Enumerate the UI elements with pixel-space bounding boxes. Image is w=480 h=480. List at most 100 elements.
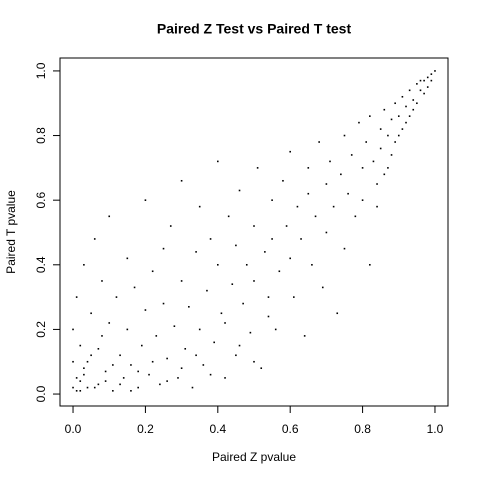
point [115, 296, 118, 298]
point [408, 115, 411, 117]
point [130, 364, 132, 366]
point [271, 199, 273, 201]
plot-box [59, 57, 449, 407]
point [434, 70, 436, 72]
point [137, 370, 139, 373]
point [79, 380, 82, 382]
point [361, 199, 364, 201]
point [271, 238, 273, 240]
x-tick-label: 0.8 [354, 422, 371, 436]
point [126, 257, 129, 260]
point [314, 215, 317, 218]
point [238, 189, 241, 192]
point [419, 79, 422, 82]
point [119, 383, 121, 386]
point [195, 354, 197, 357]
point [75, 296, 78, 298]
point [104, 380, 107, 382]
point [278, 270, 281, 273]
point [426, 86, 429, 88]
point [83, 367, 85, 369]
point [274, 328, 277, 331]
point [390, 118, 393, 121]
point [180, 179, 183, 182]
point [249, 331, 252, 334]
point [151, 360, 154, 363]
point [159, 383, 161, 386]
point [394, 102, 396, 105]
point [75, 377, 78, 379]
point [401, 128, 404, 130]
point [369, 263, 371, 266]
x-tick-label: 1.0 [427, 422, 444, 436]
point [282, 179, 284, 182]
point [307, 167, 310, 169]
chart-title: Paired Z Test vs Paired T test [157, 21, 352, 37]
point [72, 360, 74, 363]
x-tick-label: 0.6 [282, 422, 299, 436]
point [90, 312, 92, 315]
point [419, 89, 422, 92]
point [119, 354, 121, 357]
point [369, 115, 371, 117]
point [112, 364, 114, 366]
point [122, 377, 125, 379]
point [169, 225, 172, 227]
point [325, 231, 328, 234]
point [220, 312, 223, 315]
point [412, 108, 415, 111]
point [180, 280, 183, 282]
point [155, 335, 158, 337]
point [166, 357, 168, 360]
point [235, 244, 237, 247]
point [405, 121, 407, 124]
point [361, 167, 364, 169]
point [137, 386, 139, 389]
point [296, 205, 299, 208]
point [423, 92, 425, 95]
point [83, 263, 85, 266]
y-tick-label: 1.0 [34, 62, 48, 79]
point [108, 322, 111, 324]
point [285, 225, 288, 227]
point [198, 328, 201, 331]
point [224, 377, 226, 379]
point [177, 377, 179, 379]
point [416, 102, 418, 105]
point [238, 344, 241, 347]
point [311, 263, 313, 266]
point [209, 373, 212, 376]
point [332, 205, 335, 208]
point [97, 348, 100, 350]
point [93, 386, 96, 389]
point [390, 154, 393, 156]
point [343, 134, 346, 137]
point [412, 99, 415, 101]
point [191, 386, 194, 389]
point [86, 386, 89, 389]
y-tick-label: 0.0 [34, 385, 48, 402]
point [90, 354, 92, 357]
point [318, 141, 320, 143]
y-tick-label: 0.8 [34, 127, 48, 144]
point [267, 296, 270, 298]
point [387, 167, 389, 169]
point [202, 364, 205, 366]
point [379, 147, 382, 150]
point [321, 286, 324, 289]
point [130, 390, 132, 392]
point [151, 270, 154, 273]
point [379, 128, 382, 130]
point [101, 280, 103, 282]
point [217, 160, 219, 163]
point [256, 167, 259, 169]
point [307, 192, 310, 195]
point [336, 312, 339, 315]
point [293, 296, 295, 298]
point [227, 215, 230, 218]
point [101, 335, 103, 337]
point [97, 383, 100, 386]
point [112, 390, 114, 392]
point [253, 280, 255, 282]
point [104, 370, 107, 373]
